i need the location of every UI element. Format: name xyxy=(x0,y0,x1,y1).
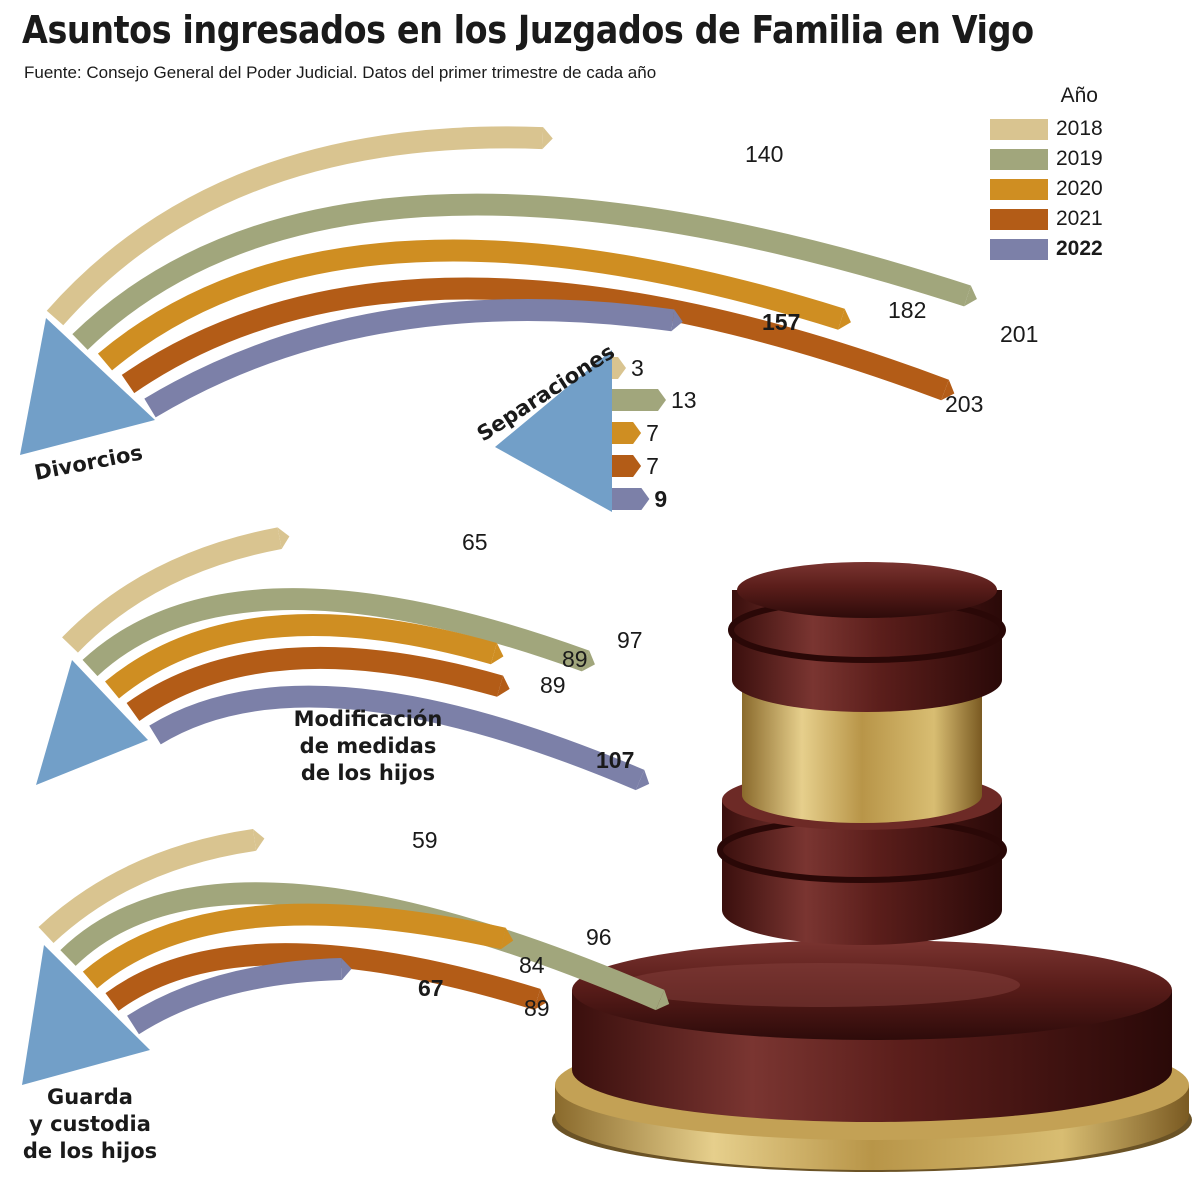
legend-item-2019: 2019 xyxy=(990,144,1120,174)
category-label-guarda-2: y custodia xyxy=(29,1112,151,1136)
bar-divorcios-2019 xyxy=(72,193,971,350)
bar-tip-divorcios-2020 xyxy=(838,308,851,330)
bar-guarda-y-custodia-de-los-hijos-2021 xyxy=(105,943,541,1011)
group-guarda-y-custodia-de-los-hijos: 59 96 84 89 67 xyxy=(22,827,670,1085)
legend-swatch-2022 xyxy=(990,238,1048,260)
legend-swatch-2018 xyxy=(990,118,1048,140)
gavel-head xyxy=(717,562,1007,945)
group-separaciones: 3 13 7 7 9 xyxy=(495,350,697,512)
value-label-guarda-y-custodia-de-los-hijos-2018: 59 xyxy=(412,827,438,853)
bar-tip-modificacion-de-medidas-de-los-hijos-2019 xyxy=(581,650,595,672)
chart-subtitle: Fuente: Consejo General del Poder Judici… xyxy=(24,63,657,82)
legend-label-2021: 2021 xyxy=(1056,207,1103,230)
value-label-guarda-y-custodia-de-los-hijos-2021: 89 xyxy=(524,995,550,1021)
bar-divorcios-2022 xyxy=(144,299,675,418)
head-upper-side xyxy=(732,590,1002,712)
legend-label-2022: 2022 xyxy=(1056,237,1103,260)
chart-title: Asuntos ingresados en los Juzgados de Fa… xyxy=(22,8,1034,52)
bar-guarda-y-custodia-de-los-hijos-2022 xyxy=(127,958,342,1035)
bar-tip-guarda-y-custodia-de-los-hijos-2020 xyxy=(501,927,514,950)
value-label-guarda-y-custodia-de-los-hijos-2020: 84 xyxy=(519,952,545,978)
value-label-separaciones-2021: 7 xyxy=(646,453,659,479)
gavel-sound-block xyxy=(552,940,1192,1172)
value-label-separaciones-2022: 9 xyxy=(654,486,667,512)
bar-tip-divorcios-2019 xyxy=(964,285,977,307)
group-marker-divorcios xyxy=(20,318,155,455)
bar-separaciones-2019 xyxy=(612,389,666,411)
category-label-guarda-3: de los hijos xyxy=(23,1139,157,1163)
value-label-modificacion-de-medidas-de-los-hijos-2018: 65 xyxy=(462,529,488,555)
bar-tip-divorcios-2021 xyxy=(941,379,955,401)
bar-guarda-y-custodia-de-los-hijos-2020 xyxy=(82,903,506,989)
gavel-illustration xyxy=(552,562,1192,1172)
value-label-guarda-y-custodia-de-los-hijos-2022: 67 xyxy=(418,975,444,1001)
bar-guarda-y-custodia-de-los-hijos-2018 xyxy=(38,829,257,944)
value-label-modificacion-de-medidas-de-los-hijos-2019: 97 xyxy=(617,627,643,653)
legend-swatch-2020 xyxy=(990,178,1048,200)
bar-tip-guarda-y-custodia-de-los-hijos-2019 xyxy=(655,989,670,1011)
legend-swatch-2019 xyxy=(990,148,1048,170)
head-top xyxy=(737,562,997,618)
legend-title: Año xyxy=(1060,84,1098,107)
category-label-modificacion-3: de los hijos xyxy=(301,761,435,785)
group-divorcios: 140 201 182 203 157 xyxy=(20,126,1038,455)
value-label-separaciones-2019: 13 xyxy=(671,387,697,413)
bar-separaciones-2018 xyxy=(612,357,626,379)
bar-divorcios-2018 xyxy=(46,126,544,326)
bar-tip-guarda-y-custodia-de-los-hijos-2018 xyxy=(252,829,265,851)
bar-tip-modificacion-de-medidas-de-los-hijos-2021 xyxy=(497,675,510,697)
value-label-divorcios-2021: 203 xyxy=(945,391,983,417)
category-label-guarda-1: Guarda xyxy=(47,1085,133,1109)
bar-divorcios-2021 xyxy=(121,277,949,401)
bar-separaciones-2020 xyxy=(612,422,642,444)
group-marker-separaciones xyxy=(495,350,612,512)
bar-separaciones-2021 xyxy=(612,455,642,477)
group-marker-modificacion-de-medidas-de-los-hijos xyxy=(36,660,148,785)
legend: Año 2018 2019 2020 2021 2022 xyxy=(990,84,1120,264)
value-label-divorcios-2020: 182 xyxy=(888,297,926,323)
bar-tip-modificacion-de-medidas-de-los-hijos-2020 xyxy=(490,643,504,665)
bar-divorcios-2020 xyxy=(97,239,845,371)
bar-modificacion-de-medidas-de-los-hijos-2020 xyxy=(105,614,497,699)
bar-modificacion-de-medidas-de-los-hijos-2021 xyxy=(126,646,504,721)
value-label-separaciones-2018: 3 xyxy=(631,355,644,381)
bar-tip-modificacion-de-medidas-de-los-hijos-2018 xyxy=(277,527,290,549)
bar-modificacion-de-medidas-de-los-hijos-2022 xyxy=(149,685,645,791)
group-marker-guarda-y-custodia-de-los-hijos xyxy=(22,945,150,1085)
value-label-modificacion-de-medidas-de-los-hijos-2020: 89 xyxy=(562,646,588,672)
category-label-modificacion-1: Modificación xyxy=(294,707,443,731)
value-label-divorcios-2018: 140 xyxy=(745,141,783,167)
category-label-modificacion-2: de medidas xyxy=(300,734,437,758)
value-label-modificacion-de-medidas-de-los-hijos-2022: 107 xyxy=(596,747,634,773)
legend-swatch-2021 xyxy=(990,208,1048,230)
legend-label-2019: 2019 xyxy=(1056,147,1103,170)
block-wood-highlight xyxy=(620,963,1020,1007)
bar-tip-guarda-y-custodia-de-los-hijos-2021 xyxy=(533,988,547,1010)
bar-modificacion-de-medidas-de-los-hijos-2018 xyxy=(62,527,282,653)
bar-tip-modificacion-de-medidas-de-los-hijos-2022 xyxy=(635,769,650,791)
legend-item-2021: 2021 xyxy=(990,204,1120,234)
legend-label-2018: 2018 xyxy=(1056,117,1103,140)
value-label-separaciones-2020: 7 xyxy=(646,420,659,446)
legend-item-2020: 2020 xyxy=(990,174,1120,204)
head-gold-band xyxy=(742,680,982,823)
chart-marks: 1402011822031573137796597898910759968489… xyxy=(20,126,1038,1085)
bar-separaciones-2022 xyxy=(612,488,650,510)
value-label-guarda-y-custodia-de-los-hijos-2019: 96 xyxy=(586,924,612,950)
legend-item-2018: 2018 xyxy=(990,114,1120,144)
bar-modificacion-de-medidas-de-los-hijos-2019 xyxy=(82,588,590,677)
value-label-modificacion-de-medidas-de-los-hijos-2021: 89 xyxy=(540,672,566,698)
bar-tip-guarda-y-custodia-de-los-hijos-2022 xyxy=(341,958,352,981)
legend-item-2022: 2022 xyxy=(990,234,1120,264)
bar-guarda-y-custodia-de-los-hijos-2019 xyxy=(60,882,665,1011)
bar-tip-divorcios-2018 xyxy=(542,127,553,150)
bar-tip-divorcios-2022 xyxy=(671,309,683,332)
head-lower-side xyxy=(722,800,1002,945)
legend-label-2020: 2020 xyxy=(1056,177,1103,200)
value-label-divorcios-2019: 201 xyxy=(1000,321,1038,347)
value-label-divorcios-2022: 157 xyxy=(762,309,800,335)
